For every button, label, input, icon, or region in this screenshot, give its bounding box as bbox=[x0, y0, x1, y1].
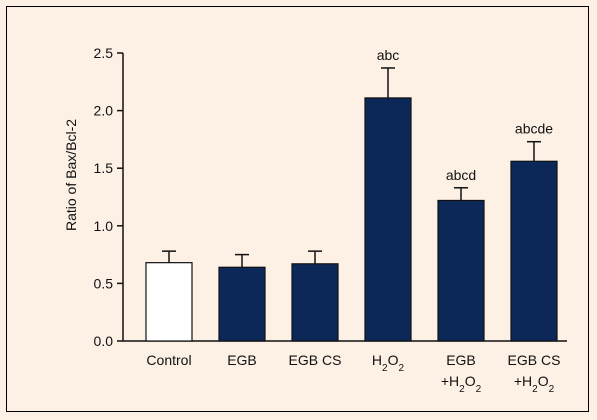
y-tick-label: 2.5 bbox=[94, 45, 114, 61]
category-label: EGB bbox=[227, 352, 257, 368]
category-label: EGB bbox=[446, 352, 476, 368]
significance-label: abc bbox=[377, 47, 400, 63]
category-labels: Control EGB EGB CS H2O2 EGB +H2O2 EGB CS +H2O2 bbox=[146, 352, 560, 395]
bar-chart: Ratio of Bax/Bcl-2 0.0 0.5 1.0 1.5 2.0 2.5 ab… bbox=[63, 45, 567, 395]
bar bbox=[291, 263, 339, 342]
y-tick-label: 2.0 bbox=[94, 103, 114, 119]
significance-labels: abc abcd abcde bbox=[377, 47, 554, 183]
bar bbox=[437, 199, 485, 342]
y-tick-label: 1.0 bbox=[94, 218, 114, 234]
bar bbox=[364, 97, 412, 342]
category-label: Control bbox=[146, 352, 191, 368]
error-bars bbox=[162, 67, 541, 268]
bar bbox=[218, 266, 266, 342]
bars bbox=[145, 97, 558, 342]
y-axis-title: Ratio of Bax/Bcl-2 bbox=[63, 119, 79, 231]
category-label: EGB CS bbox=[508, 352, 561, 368]
bar bbox=[145, 262, 193, 342]
category-label: +H2O2 bbox=[441, 373, 482, 395]
significance-label: abcd bbox=[446, 167, 476, 183]
y-tick-label: 1.5 bbox=[94, 160, 114, 176]
significance-label: abcde bbox=[515, 121, 553, 137]
category-label: EGB CS bbox=[289, 352, 342, 368]
category-label: H2O2 bbox=[372, 352, 405, 374]
y-tick-label: 0.5 bbox=[94, 275, 114, 291]
chart-frame: Ratio of Bax/Bcl-2 0.0 0.5 1.0 1.5 2.0 2.5 ab… bbox=[6, 6, 589, 412]
bar bbox=[510, 160, 558, 342]
y-axis: 0.0 0.5 1.0 1.5 2.0 2.5 bbox=[94, 45, 124, 349]
y-tick-label: 0.0 bbox=[94, 333, 114, 349]
category-label: +H2O2 bbox=[514, 373, 555, 395]
